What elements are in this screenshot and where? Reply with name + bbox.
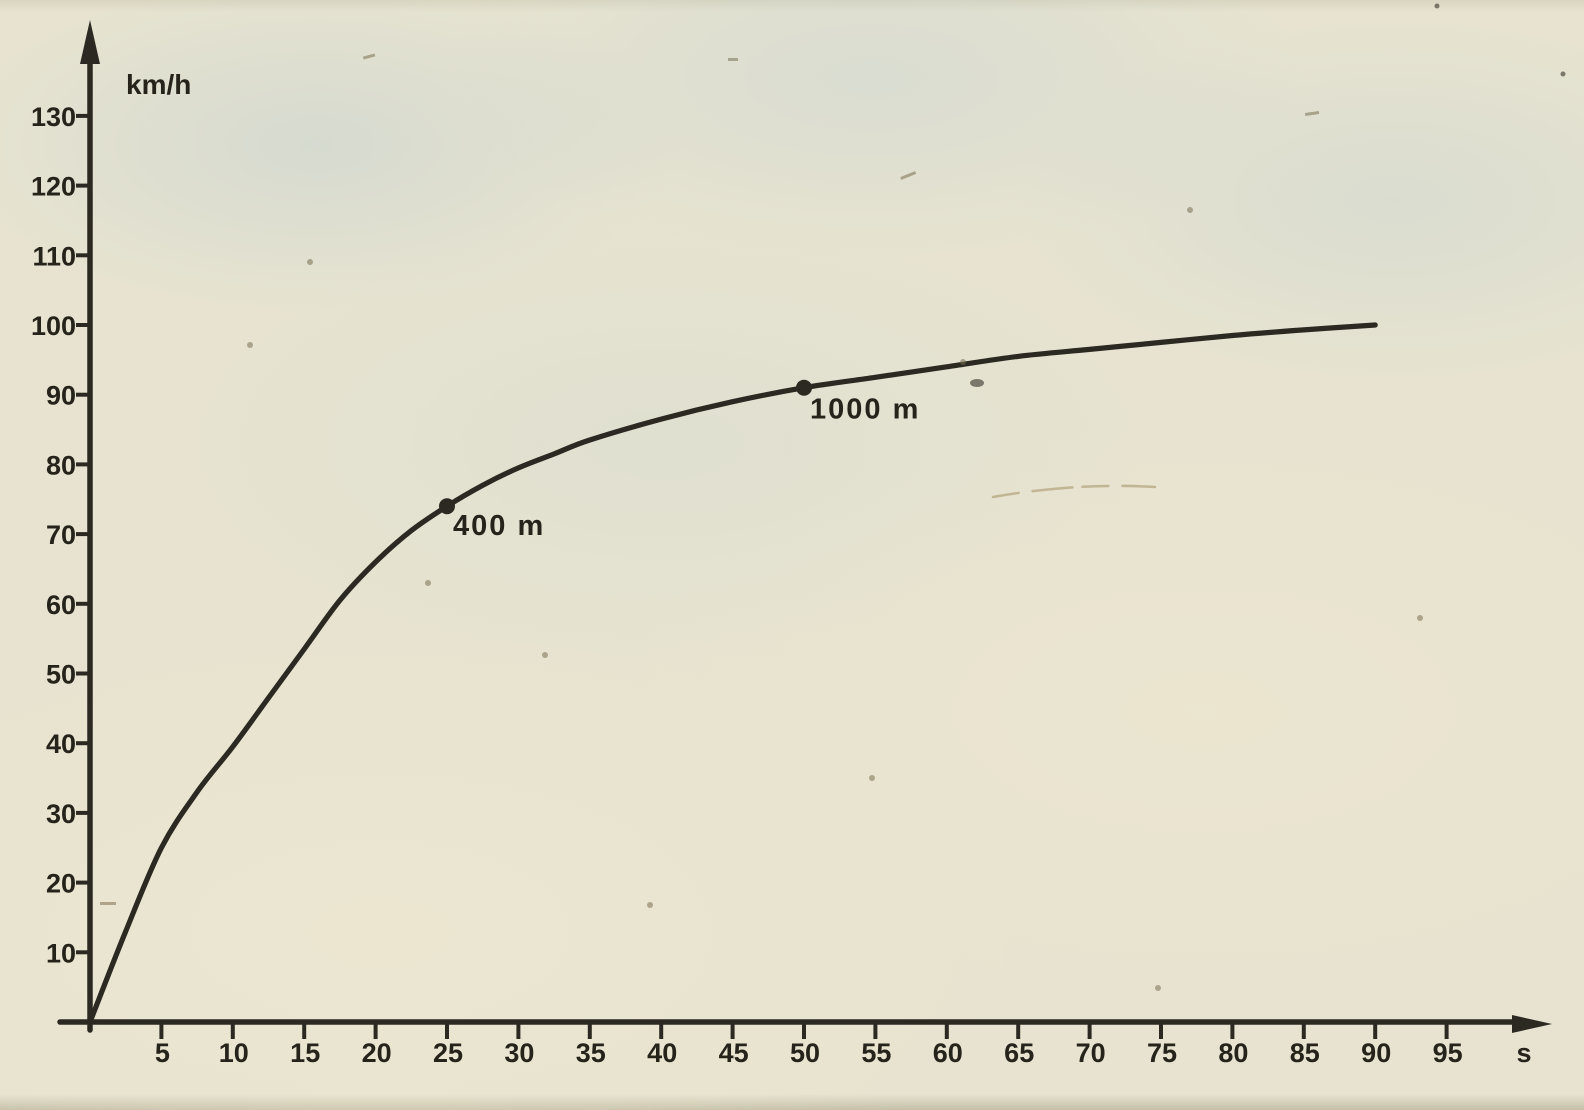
ink-smudge [970,379,984,387]
y-axis-ticks: 10 20 30 40 50 60 70 80 90 100 110 120 130 [31,102,92,968]
x-axis-unit-label: s [1516,1038,1531,1068]
y-tick-label: 90 [46,381,76,411]
speed-curve-line [87,322,1378,1025]
x-tick-label: 80 [1218,1038,1248,1068]
data-point-annotations: 400 m 1000 m [439,379,920,542]
x-tick-label: 35 [576,1038,606,1068]
y-tick-label: 80 [46,450,76,480]
paper-fleck [1560,71,1566,77]
x-tick-label: 60 [933,1038,963,1068]
paper-scratch [991,484,1157,499]
paper-fleck [362,53,376,60]
paper-fleck [647,902,653,908]
y-axis-arrowhead [80,20,100,64]
y-tick-label: 20 [46,869,76,899]
x-tick-label: 85 [1290,1038,1320,1068]
x-tick-label: 15 [290,1038,320,1068]
paper-fleck [1187,207,1193,213]
x-tick-label: 65 [1004,1038,1034,1068]
paper-fleck [900,171,917,180]
paper-fleck [1417,615,1423,621]
x-tick-label: 75 [1147,1038,1177,1068]
axes: km/h s [57,20,1552,1068]
speed-curve [87,322,1378,1025]
x-tick-label: 95 [1433,1038,1463,1068]
x-axis-arrowhead [1512,1015,1552,1033]
paper-fleck [307,259,313,265]
distance-annotation-label: 1000 m [810,394,920,426]
paper-fleck [728,58,738,61]
y-tick-label: 30 [46,799,76,829]
paper-fleck [960,359,966,365]
paper-fleck [542,652,548,658]
y-axis-unit-label: km/h [126,69,191,100]
paper-fleck [425,580,431,586]
x-tick-label: 25 [433,1038,463,1068]
x-tick-label: 30 [504,1038,534,1068]
paper-fleck [869,775,875,781]
curve-point-marker [796,379,812,396]
paper-fleck [247,342,253,348]
x-axis-ticks: 5 10 15 20 25 30 35 40 45 50 55 60 65 70 75 80 85 90 95 [155,1022,1463,1068]
y-tick-label: 10 [46,938,76,968]
paper-fleck [100,902,116,905]
x-tick-label: 10 [219,1038,249,1068]
x-tick-label: 70 [1076,1038,1106,1068]
paper-fleck [1304,111,1320,116]
x-tick-label: 40 [647,1038,677,1068]
paper-fleck [1155,985,1161,991]
x-tick-label: 45 [719,1038,749,1068]
curve-point-marker [439,498,455,515]
y-tick-label: 130 [31,102,76,132]
y-tick-label: 40 [46,729,76,759]
x-tick-label: 50 [790,1038,820,1068]
x-tick-label: 5 [155,1038,170,1068]
x-tick-label: 90 [1361,1038,1391,1068]
y-tick-label: 70 [46,520,76,550]
x-tick-label: 55 [861,1038,891,1068]
y-tick-label: 50 [46,660,76,690]
y-tick-label: 110 [32,241,76,271]
y-tick-label: 120 [31,172,76,202]
y-tick-label: 60 [46,590,76,620]
distance-annotation-label: 400 m [453,510,545,542]
paper-fleck [1434,3,1440,9]
y-tick-label: 100 [31,311,76,341]
x-tick-label: 20 [362,1038,392,1068]
scan-artifacts [100,3,1566,991]
